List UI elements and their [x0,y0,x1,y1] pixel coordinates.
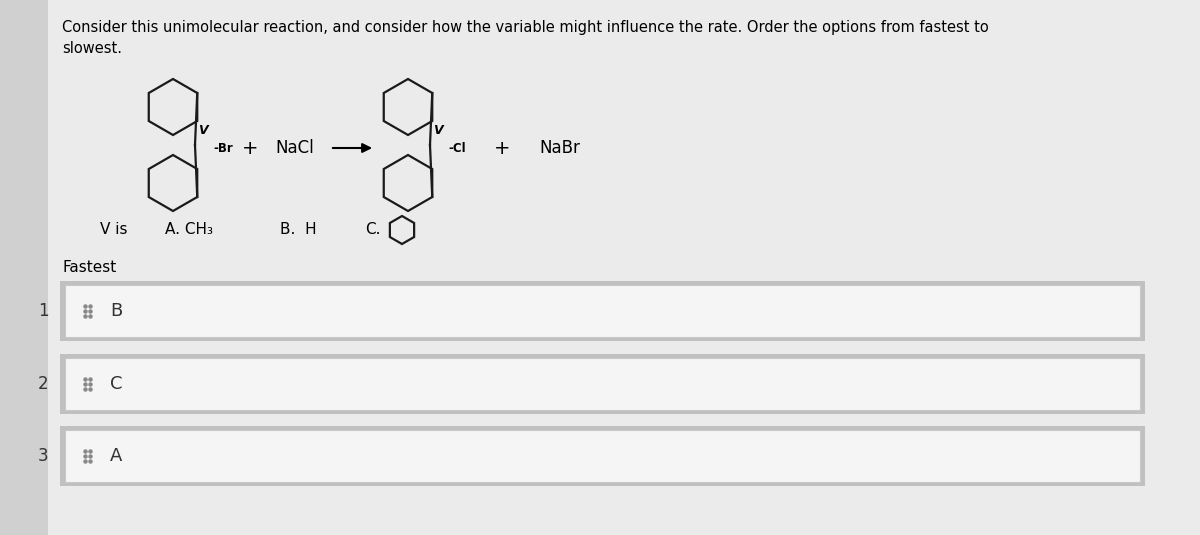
FancyBboxPatch shape [60,354,1145,414]
Text: V is: V is [100,223,127,238]
FancyBboxPatch shape [60,281,1145,341]
Text: +: + [493,139,510,157]
Text: NaCl: NaCl [276,139,314,157]
FancyBboxPatch shape [0,0,48,535]
Text: B.  H: B. H [280,223,317,238]
FancyBboxPatch shape [65,430,1140,482]
Text: -Cl: -Cl [448,142,466,156]
Text: +: + [241,139,258,157]
Text: C.: C. [365,223,380,238]
FancyBboxPatch shape [65,285,1140,337]
Text: Consider this unimolecular reaction, and consider how the variable might influen: Consider this unimolecular reaction, and… [62,20,989,56]
Text: A: A [110,447,122,465]
Text: 3: 3 [37,447,48,465]
Text: -Br: -Br [214,142,233,156]
Text: 2: 2 [37,375,48,393]
Text: Fastest: Fastest [62,261,116,276]
Text: 1: 1 [37,302,48,320]
Text: NaBr: NaBr [540,139,581,157]
FancyBboxPatch shape [48,0,1200,535]
FancyBboxPatch shape [65,358,1140,410]
Text: V: V [433,125,443,137]
FancyBboxPatch shape [60,426,1145,486]
Text: B: B [110,302,122,320]
Text: C: C [110,375,122,393]
Text: V: V [198,125,208,137]
Text: A. CH₃: A. CH₃ [166,223,214,238]
